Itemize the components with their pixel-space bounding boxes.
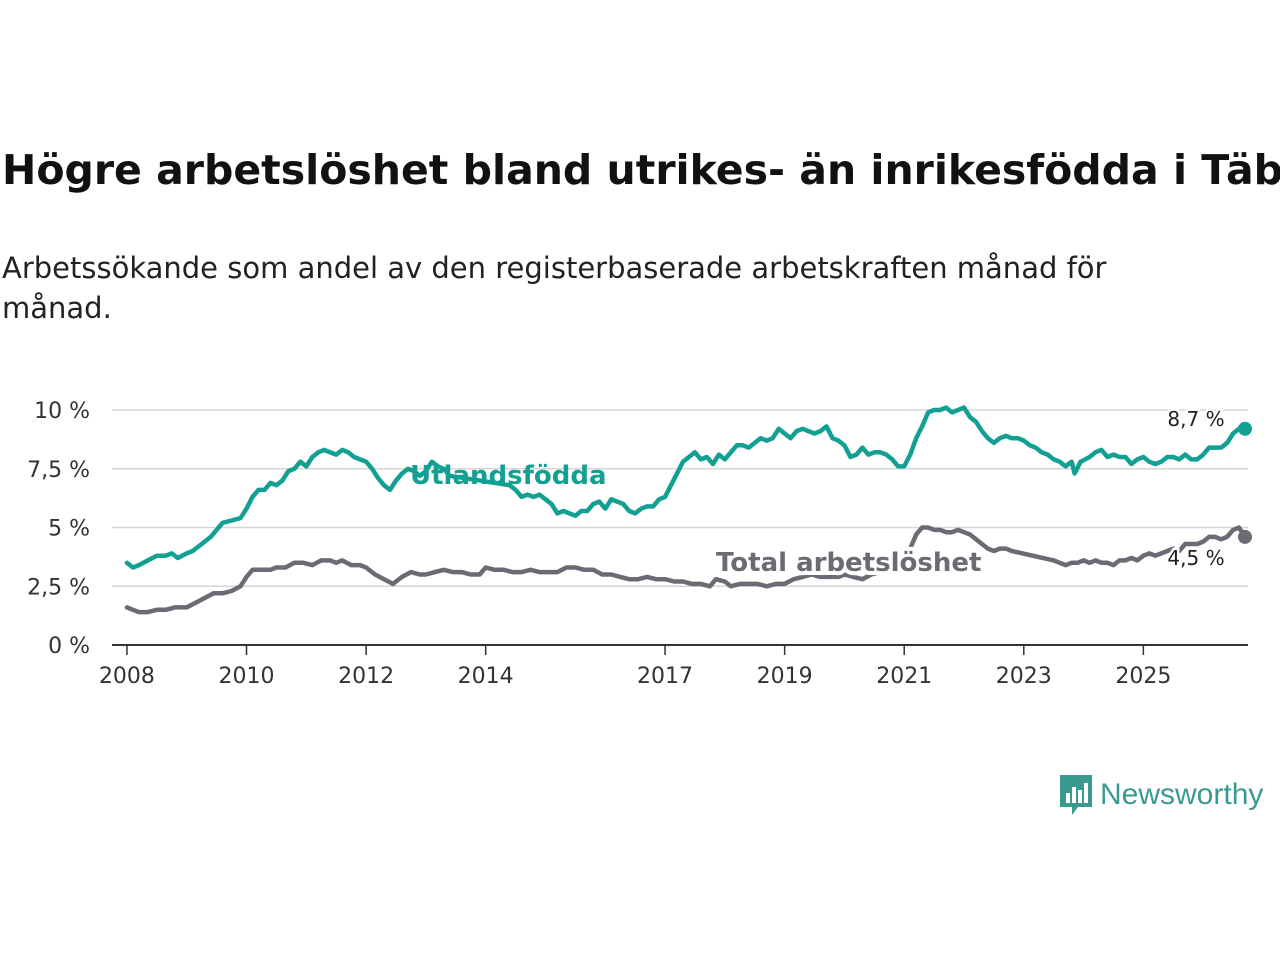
y-tick-label: 2,5 % (27, 575, 90, 600)
end-label-utlandsfodda: 8,7 % (1167, 407, 1224, 431)
y-tick-label: 7,5 % (27, 458, 90, 483)
x-tick-label: 2010 (219, 664, 275, 689)
series-label-total: Total arbetslöshet (716, 548, 981, 578)
x-tick-label: 2012 (338, 664, 394, 689)
newsworthy-logo-text: Newsworthy (1100, 778, 1264, 811)
end-label-total: 4,5 % (1167, 546, 1224, 570)
y-tick-label: 0 % (48, 634, 90, 659)
labels: Utlandsfödda Total arbetslöshet 8,7 % 4,5 % (410, 405, 1227, 583)
x-tick-label: 2025 (1115, 664, 1171, 689)
chart-title: Högre arbetslöshet bland utrikes- än inr… (2, 146, 1280, 194)
chart-subtitle: Arbetssökande som andel av den registerb… (2, 251, 1107, 325)
newsworthy-chart-icon (1060, 775, 1092, 815)
newsworthy-logo: Newsworthy (1058, 773, 1263, 817)
series-lines (124, 405, 1253, 615)
x-tick-label: 2014 (458, 664, 514, 689)
series-label-utlandsfodda: Utlandsfödda (410, 461, 607, 491)
x-tick-label: 2021 (876, 664, 932, 689)
x-tick-label: 2017 (637, 664, 693, 689)
y-tick-label: 10 % (34, 399, 90, 424)
gridlines: 0 % 2,5 % 5 % 7,5 % 10 % (27, 399, 1248, 659)
series-end-dot (1238, 421, 1253, 436)
x-tick-label: 2008 (99, 664, 155, 689)
series-line-utlandsfodda (124, 405, 1248, 570)
series-end-dot (1238, 529, 1253, 544)
x-axis: 2008 2010 2012 2014 2017 2019 2021 2023 2025 (99, 644, 1248, 689)
x-tick-label: 2023 (996, 664, 1052, 689)
y-tick-label: 5 % (48, 517, 90, 542)
x-tick-label: 2019 (757, 664, 813, 689)
series-line-total (124, 525, 1248, 615)
